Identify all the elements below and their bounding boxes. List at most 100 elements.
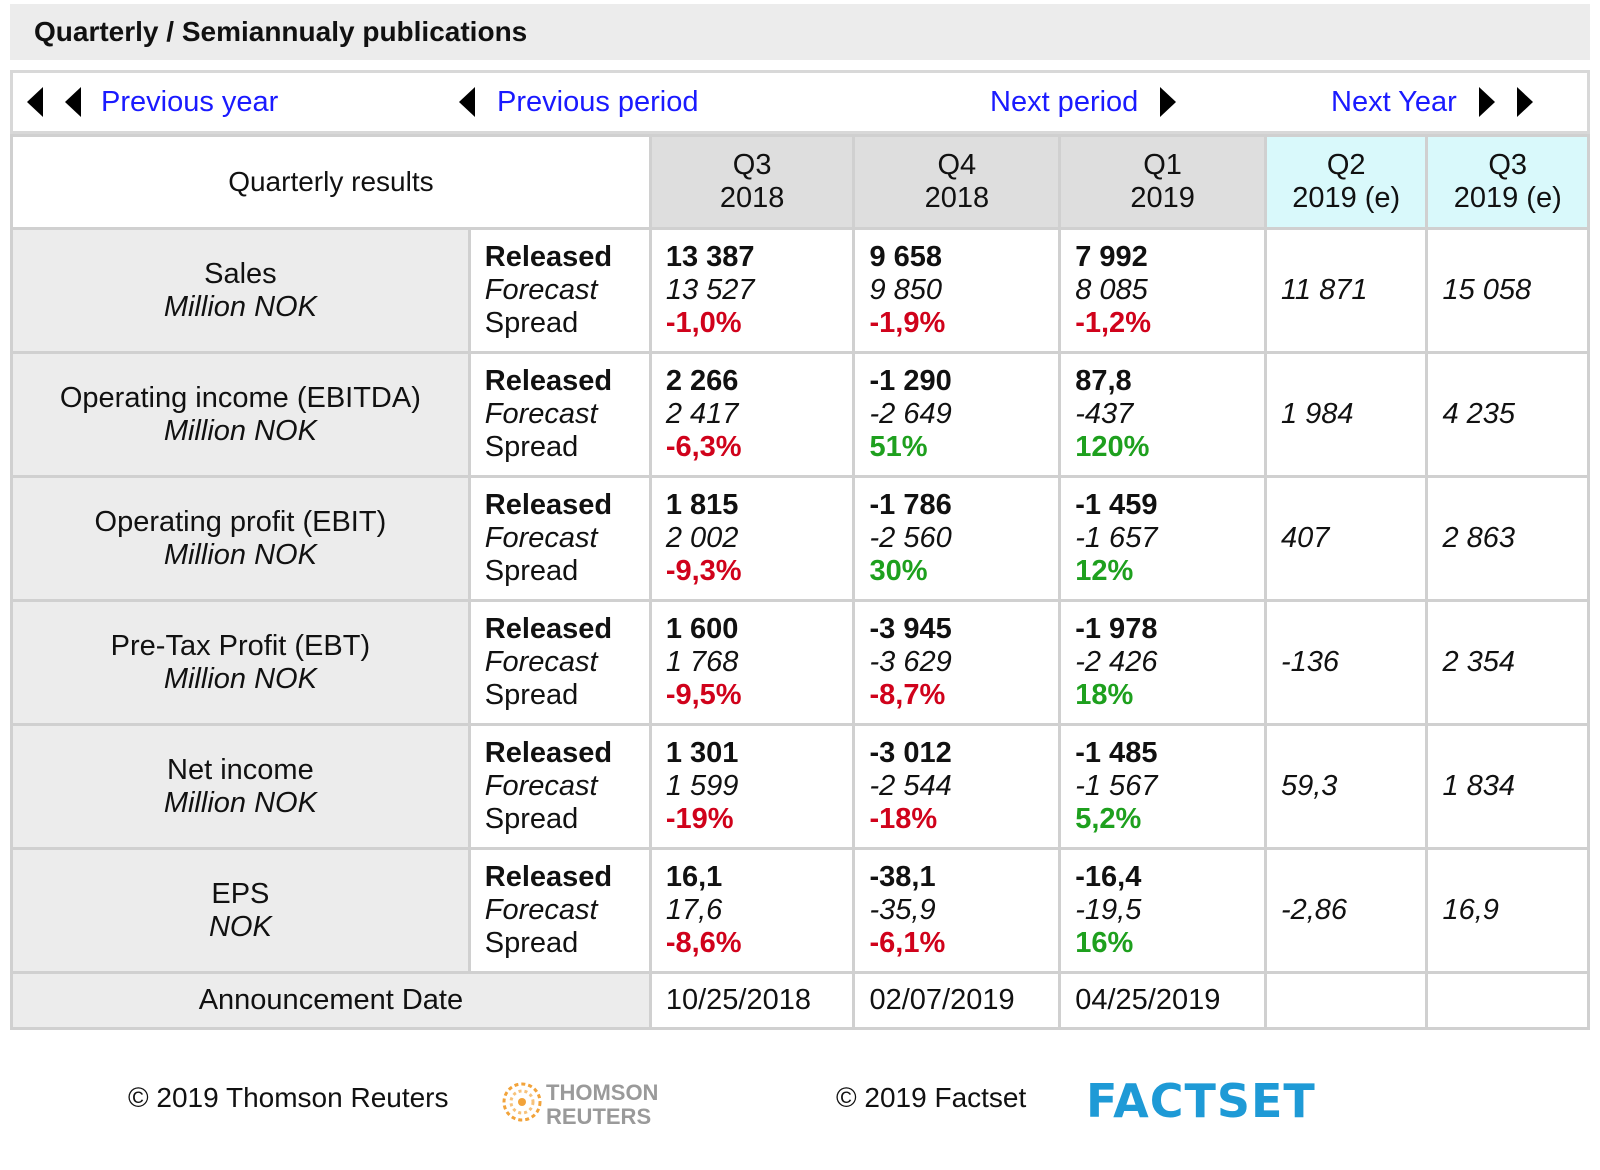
forecast-value: 2 002 <box>665 522 739 554</box>
estimate-cell: -136 <box>1263 599 1429 726</box>
released-value: 1 301 <box>665 737 739 769</box>
table-row: EPS NOK Released Forecast Spread 16,1 17,6 -8,6… <box>10 847 1590 974</box>
announcement-date <box>1425 971 1590 1030</box>
forecast-label: Forecast <box>484 398 598 430</box>
forecast-value: 2 417 <box>665 398 739 430</box>
released-label: Released <box>484 365 613 397</box>
released-value: 87,8 <box>1075 365 1132 397</box>
row-labels-cell: Released Forecast Spread <box>467 599 652 726</box>
spread-label: Spread <box>484 927 579 959</box>
spread-value: -6,1% <box>869 927 946 959</box>
released-label: Released <box>484 241 613 273</box>
released-value: -1 290 <box>869 365 952 397</box>
footer: © 2019 Thomson Reuters THOMSON REUTERS ©… <box>0 1072 1600 1132</box>
estimate-cell: 11 871 <box>1263 227 1429 354</box>
table-row: Sales Million NOK Released Forecast Spread 13… <box>10 227 1590 354</box>
released-value: 1 600 <box>665 613 739 645</box>
previous-year-label[interactable]: Previous year <box>101 85 279 118</box>
column-header: Q1 2019 <box>1058 134 1267 230</box>
double-right-arrow-icon <box>1516 87 1533 117</box>
metric-name: Operating profit <box>94 505 295 538</box>
announcement-date: 02/07/2019 <box>852 971 1062 1030</box>
released-value: -3 945 <box>869 613 952 645</box>
spread-value: 12% <box>1075 555 1134 587</box>
released-value: -3 012 <box>869 737 952 769</box>
forecast-value: -3 629 <box>869 646 952 678</box>
spread-label: Spread <box>484 307 579 339</box>
metric-suffix: (EBT) <box>286 629 371 662</box>
spread-value: 51% <box>869 431 928 463</box>
row-labels-cell: Released Forecast Spread <box>467 475 652 602</box>
spread-value: -8,6% <box>665 927 742 959</box>
spread-value: -19% <box>665 803 734 835</box>
value-cell: 13 387 13 527 -1,0% <box>648 227 856 354</box>
announcement-label: Announcement Date <box>10 971 652 1030</box>
released-value: 7 992 <box>1075 241 1148 273</box>
value-cell: -1 978 -2 426 18% <box>1058 599 1267 726</box>
value-cell: 1 815 2 002 -9,3% <box>648 475 856 602</box>
estimate-cell: 1 984 <box>1263 351 1429 478</box>
announcement-date <box>1263 971 1429 1030</box>
forecast-label: Forecast <box>484 770 598 802</box>
metric-name: Sales <box>204 257 277 290</box>
right-arrow-icon <box>1160 87 1177 117</box>
metric-name-cell: EPS NOK <box>10 847 471 974</box>
previous-period-label[interactable]: Previous period <box>497 85 699 118</box>
next-period-label[interactable]: Next period <box>990 85 1139 118</box>
forecast-label: Forecast <box>484 522 598 554</box>
released-value: -1 978 <box>1075 613 1158 645</box>
released-value: -38,1 <box>869 861 936 893</box>
released-value: 1 815 <box>665 489 739 521</box>
value-cell: 1 301 1 599 -19% <box>648 723 856 850</box>
previous-year-link[interactable]: Previous year <box>27 73 278 131</box>
metric-unit: Million NOK <box>163 662 317 695</box>
metric-name-cell: Operating income (EBITDA) Million NOK <box>10 351 471 478</box>
forecast-label: Forecast <box>484 646 598 678</box>
right-arrow-icon <box>1478 87 1495 117</box>
row-labels-cell: Released Forecast Spread <box>467 723 652 850</box>
value-cell: -1 786 -2 560 30% <box>852 475 1062 602</box>
value-cell: 1 600 1 768 -9,5% <box>648 599 856 726</box>
released-label: Released <box>484 489 613 521</box>
released-label: Released <box>484 861 613 893</box>
spread-value: -1,2% <box>1075 307 1151 339</box>
announcement-date: 04/25/2019 <box>1058 971 1267 1030</box>
next-year-link[interactable]: Next Year <box>1331 73 1533 131</box>
released-value: 9 658 <box>869 241 943 273</box>
svg-text:REUTERS: REUTERS <box>546 1104 651 1129</box>
left-arrow-icon <box>65 87 81 117</box>
value-cell: 7 992 8 085 -1,2% <box>1058 227 1267 354</box>
next-period-link[interactable]: Next period <box>990 73 1177 131</box>
value-cell: -16,4 -19,5 16% <box>1058 847 1267 974</box>
estimate-cell: 2 354 <box>1425 599 1590 726</box>
thomson-reuters-logo-icon: THOMSON REUTERS <box>502 1080 658 1129</box>
forecast-value: -35,9 <box>869 894 936 926</box>
svg-text:THOMSON: THOMSON <box>546 1080 658 1105</box>
forecast-value: 13 527 <box>665 274 755 306</box>
estimate-cell: 407 <box>1263 475 1429 602</box>
released-label: Released <box>484 737 613 769</box>
forecast-value: -2 649 <box>869 398 952 430</box>
next-year-label[interactable]: Next Year <box>1331 85 1457 118</box>
value-cell: -3 945 -3 629 -8,7% <box>852 599 1062 726</box>
spread-label: Spread <box>484 803 579 835</box>
forecast-label: Forecast <box>484 274 598 306</box>
thomson-copyright: © 2019 Thomson Reuters <box>128 1082 449 1113</box>
value-cell: -3 012 -2 544 -18% <box>852 723 1062 850</box>
spread-value: 18% <box>1075 679 1134 711</box>
forecast-label: Forecast <box>484 894 598 926</box>
metric-unit: Million NOK <box>163 538 317 571</box>
metric-suffix: (EBITDA) <box>288 381 421 414</box>
released-value: -16,4 <box>1075 861 1142 893</box>
metric-name: Pre-Tax Profit <box>110 629 287 662</box>
table-row: Pre-Tax Profit (EBT) Million NOK Released F… <box>10 599 1590 726</box>
spread-value: -6,3% <box>665 431 742 463</box>
column-header-estimate: Q2 2019 (e) <box>1263 134 1429 230</box>
estimate-cell: 16,9 <box>1425 847 1590 974</box>
header-label: Quarterly results <box>10 134 652 230</box>
spread-label: Spread <box>484 679 579 711</box>
previous-period-link[interactable]: Previous period <box>459 73 699 131</box>
spread-value: -8,7% <box>869 679 946 711</box>
value-cell: 9 658 9 850 -1,9% <box>852 227 1062 354</box>
forecast-value: -19,5 <box>1075 894 1142 926</box>
